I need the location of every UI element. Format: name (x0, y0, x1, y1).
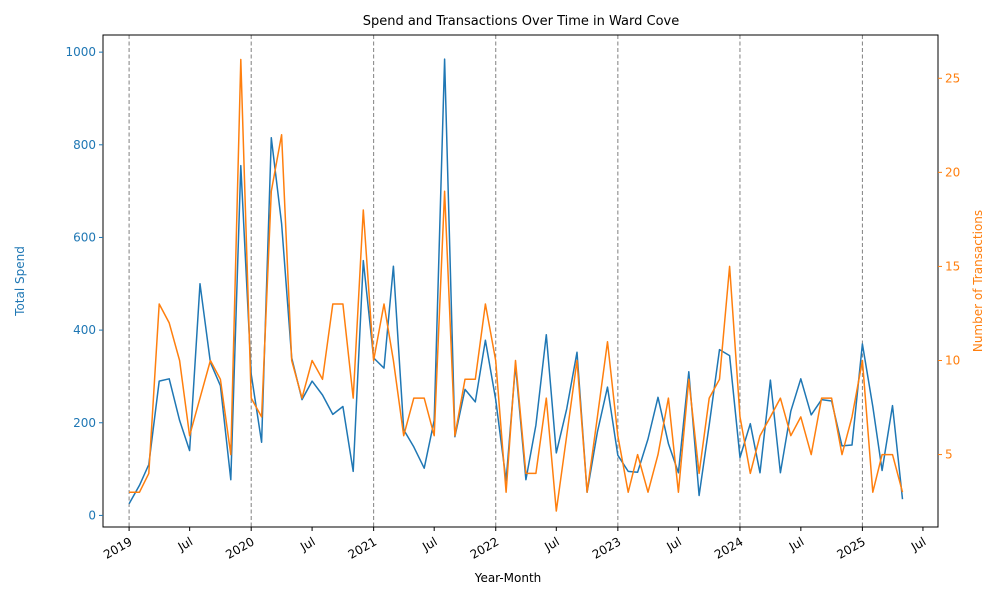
right-axis-ticks: 5 10 15 20 25 (938, 71, 960, 462)
year-marker-lines (128, 35, 863, 527)
right-tick-label-1: 10 (945, 353, 960, 367)
x-tick-label-5: Jul (419, 534, 439, 554)
left-tick-label-3: 600 (73, 230, 96, 244)
plot-frame (102, 34, 939, 528)
right-tick-label-4: 25 (945, 71, 960, 85)
chart-title: Spend and Transactions Over Time in Ward… (363, 14, 680, 29)
x-tick-label-7: Jul (541, 534, 561, 554)
x-tick-label-9: Jul (663, 534, 683, 554)
x-tick-label-3: Jul (297, 534, 317, 554)
right-tick-label-3: 20 (945, 165, 960, 179)
x-tick-label-11: Jul (786, 534, 806, 554)
x-axis-label: Year-Month (474, 571, 542, 585)
left-tick-label-0: 0 (88, 508, 96, 522)
plot-lines (128, 58, 904, 512)
left-axis-label: Total Spend (13, 246, 27, 317)
left-tick-label-4: 800 (73, 138, 96, 152)
right-axis-label: Number of Transactions (971, 210, 985, 352)
left-tick-label-5: 1000 (65, 45, 96, 59)
left-tick-label-1: 200 (73, 416, 96, 430)
left-tick-label-2: 400 (73, 323, 96, 337)
x-tick-label-1: Jul (175, 534, 195, 554)
right-tick-label-2: 15 (945, 259, 960, 273)
right-tick-label-0: 5 (945, 448, 953, 462)
series-line-transactions (129, 58, 904, 512)
left-axis-ticks: 0 200 400 600 800 1000 (65, 45, 103, 522)
x-tick-label-13: Jul (908, 534, 928, 554)
